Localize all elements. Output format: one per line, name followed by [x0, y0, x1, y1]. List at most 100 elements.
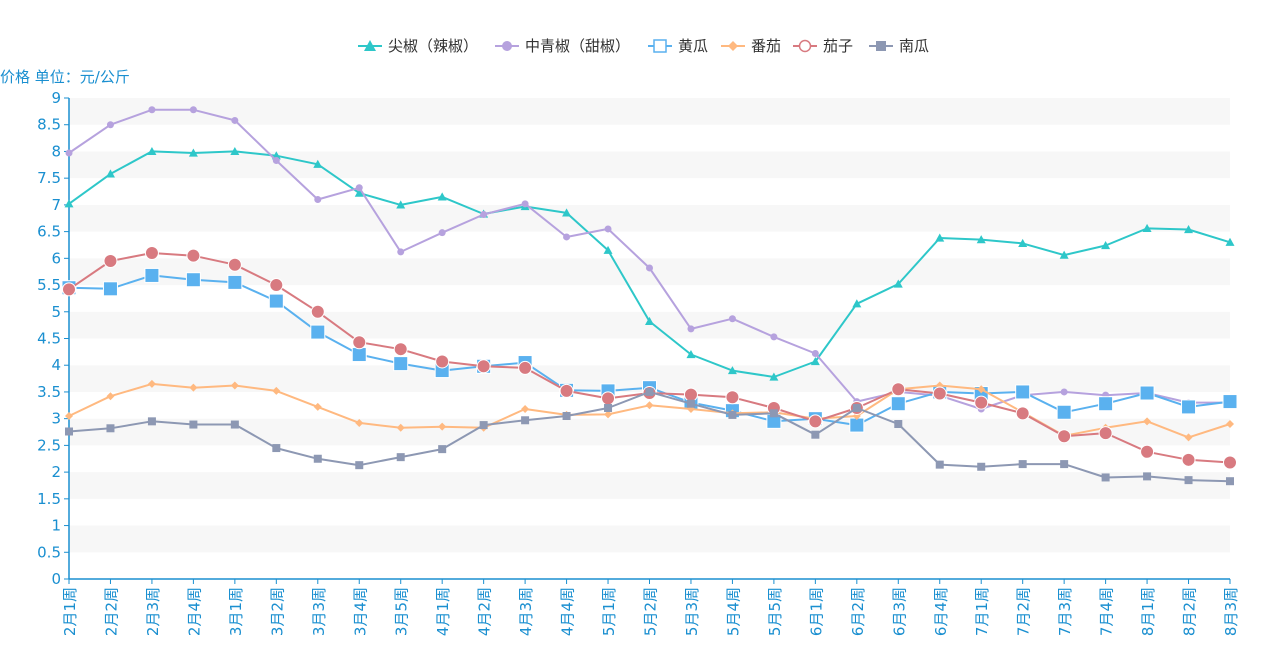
data-point: [1181, 452, 1196, 467]
data-point: [683, 387, 698, 402]
y-tick-label: 5: [51, 303, 61, 321]
data-point: [852, 299, 862, 308]
data-point: [1222, 394, 1238, 410]
legend-label: 南瓜: [899, 37, 929, 55]
y-axis: 0 0.5 1 1.5 2 2.5 3 3.5 4 4.5 5 5.5 6 6.5 7 7.5 8 8.5 9: [37, 89, 70, 588]
x-tick-label: 4月4周: [559, 587, 577, 636]
data-point: [1226, 477, 1234, 486]
data-point: [603, 245, 613, 254]
x-tick-label: 3月3周: [310, 587, 328, 636]
legend-item[interactable]: 南瓜: [869, 37, 929, 55]
data-point: [521, 200, 529, 208]
data-point: [65, 411, 73, 420]
grid-band: [69, 498, 1230, 526]
x-tick-label: 8月3周: [1222, 587, 1240, 636]
x-tick-label: 7月1周: [973, 587, 991, 636]
data-point: [269, 278, 284, 293]
data-point: [769, 372, 779, 381]
data-point: [355, 418, 364, 427]
data-point: [1184, 224, 1194, 234]
data-point: [1139, 385, 1155, 401]
data-point: [313, 454, 322, 463]
data-point: [438, 229, 446, 237]
grid-band: [69, 338, 1230, 366]
data-point: [935, 460, 944, 469]
data-point: [604, 403, 613, 412]
y-tick-label: 8: [51, 142, 61, 160]
data-point: [977, 462, 986, 471]
data-point: [810, 356, 820, 366]
data-point: [1098, 396, 1114, 412]
data-point: [64, 199, 74, 208]
grid-band: [69, 204, 1230, 232]
data-point: [891, 382, 906, 397]
data-point: [479, 421, 488, 430]
data-point: [646, 264, 653, 272]
y-tick-label: 7.5: [37, 169, 61, 187]
x-tick-label: 4月1周: [434, 587, 452, 636]
data-point: [1143, 472, 1152, 481]
legend-item[interactable]: 茄子: [793, 37, 853, 55]
legend-item[interactable]: 尖椒（辣椒）: [358, 37, 478, 55]
data-point: [770, 333, 778, 341]
data-point: [144, 245, 159, 260]
x-tick-label: 3月4周: [351, 587, 369, 636]
data-point: [769, 409, 778, 418]
data-point: [227, 274, 243, 290]
y-tick-label: 7: [51, 196, 61, 214]
x-tick-label: 2月3周: [144, 587, 162, 636]
data-point: [189, 106, 197, 114]
y-axis-label: 价格 单位：元/公斤: [0, 68, 130, 86]
data-point: [1018, 460, 1027, 469]
data-point: [65, 149, 73, 157]
data-point: [393, 356, 409, 372]
data-point: [893, 279, 903, 288]
x-tick-label: 6月2周: [849, 587, 867, 636]
grid-band: [69, 98, 1230, 125]
data-point: [1184, 433, 1193, 442]
data-point: [604, 410, 613, 419]
data-point: [562, 411, 571, 420]
data-point: [932, 386, 947, 401]
data-point: [62, 282, 76, 297]
data-point: [476, 359, 491, 374]
legend-label: 茄子: [823, 37, 853, 55]
data-point: [935, 233, 945, 242]
x-axis: 2月1周 2月2周 2月3周 2月4周 3月1周 3月2周 3月3周 3月4周 3月5周 4月1周…: [61, 578, 1240, 636]
data-point: [351, 347, 367, 363]
data-point: [727, 366, 737, 375]
y-tick-label: 0.5: [37, 543, 61, 561]
data-point: [849, 417, 865, 433]
data-point: [352, 335, 367, 350]
legend-label: 尖椒（辣椒）: [388, 37, 478, 55]
data-point: [645, 401, 654, 410]
x-tick-label: 8月1周: [1139, 587, 1157, 636]
legend-marker: [876, 41, 886, 51]
data-point: [1018, 238, 1028, 247]
data-point: [355, 184, 363, 192]
legend-item[interactable]: 番茄: [721, 37, 781, 55]
legend-item[interactable]: 中青椒（甜椒）: [495, 37, 630, 55]
data-point: [106, 392, 115, 401]
data-point: [147, 417, 156, 426]
legend-item[interactable]: 黄瓜: [648, 37, 708, 55]
data-point: [106, 121, 114, 129]
data-point: [1225, 237, 1235, 246]
data-point: [562, 208, 572, 217]
data-point: [521, 405, 530, 414]
data-point: [272, 386, 281, 395]
data-point: [480, 211, 488, 219]
legend-marker: [653, 39, 667, 53]
y-tick-label: 3: [51, 410, 61, 428]
grid-band: [69, 258, 1230, 286]
y-tick-label: 8.5: [37, 116, 61, 134]
y-tick-label: 2: [51, 463, 61, 481]
data-point: [1184, 476, 1193, 485]
data-point: [310, 324, 326, 340]
data-point: [313, 402, 322, 411]
data-point: [313, 159, 323, 168]
series-5: [65, 387, 1234, 486]
x-tick-label: 7月2周: [1015, 587, 1033, 636]
y-tick-label: 6: [51, 249, 61, 267]
grid-band: [69, 231, 1230, 259]
